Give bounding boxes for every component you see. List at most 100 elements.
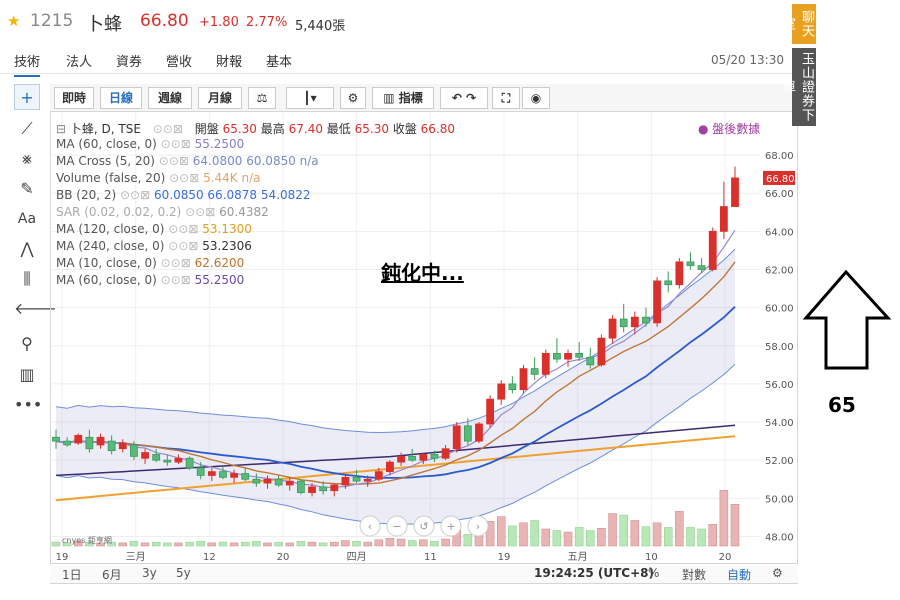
annotation-text: 鈍化中... (381, 261, 464, 285)
candle-body (642, 316, 650, 324)
legend-row-value: 60.4382 (219, 205, 269, 219)
y-tick-label: 54.00 (765, 418, 794, 429)
legend-row-value: 55.2500 (194, 137, 245, 151)
volume-bar (419, 539, 428, 547)
legend-row-controls-icon[interactable]: ⊙⊙⊠ (168, 222, 203, 236)
candle-body (285, 480, 294, 486)
range-5y[interactable]: 5y (176, 566, 191, 580)
candle-body (152, 454, 161, 461)
brush-icon[interactable]: ✎ (20, 179, 34, 198)
legend-symbol: 卜蜂, D, TSE (69, 122, 141, 136)
tab-financials[interactable]: 財報 (216, 55, 243, 70)
volume-bar (719, 490, 729, 547)
compare-icon[interactable]: ⚖ (248, 87, 276, 109)
legend-row: MA Cross (5, 20) ⊙⊙⊠ 64.0800 60.0850 n/a (56, 154, 319, 168)
candle-body (697, 265, 706, 270)
fib-tool-icon[interactable]: ⨳ (22, 149, 32, 168)
ruler-icon[interactable]: ▥ (19, 365, 35, 384)
volume-bar (697, 528, 706, 547)
volume-bar (630, 520, 640, 547)
volume-bar (129, 541, 139, 547)
candle-body (52, 436, 60, 442)
auto-toggle[interactable]: 自動 (727, 568, 752, 582)
ma20-line (55, 306, 736, 479)
quote-datetime: 05/20 13:30 (711, 53, 784, 67)
candle-body (130, 444, 138, 457)
legend-row-controls-icon[interactable]: ⊙⊙⊠ (160, 256, 195, 270)
volume-bar (285, 542, 295, 547)
camera-icon[interactable]: ◉ (522, 87, 550, 109)
candle-body (553, 352, 561, 360)
pattern-tool-icon[interactable]: ⋀ (20, 239, 34, 258)
legend-row-label: MA (120, close, 0) (56, 222, 169, 236)
zoom-control-glyph: + (446, 520, 455, 533)
legend-controls-icon[interactable]: ⊙⊙⊠ (152, 122, 183, 136)
tab-margin[interactable]: 資券 (116, 55, 143, 70)
text-tool-icon[interactable]: Aa (17, 211, 37, 227)
candle-body (330, 484, 339, 492)
legend-row-value: 64.0800 60.0850 n/a (192, 154, 319, 168)
zoom-control-glyph: ↺ (419, 520, 428, 533)
legend-main: ⊟ 卜蜂, D, TSE ⊙⊙⊠ 開盤 65.30 最高 67.40 最低 65… (56, 120, 455, 137)
zoom-control-icon (467, 515, 489, 537)
percent-toggle[interactable]: % (648, 566, 660, 580)
legend-row-label: MA (60, close, 0) (56, 137, 161, 151)
legend-row: SAR (0.02, 0.02, 0.2) ⊙⊙⊠ 60.4382 (56, 205, 269, 219)
settings-gear-icon[interactable]: ⚙ (340, 87, 366, 109)
zoom-control-glyph: › (476, 520, 480, 533)
volume-bar (341, 540, 350, 547)
indicator-button[interactable]: ▥ 指標 (372, 87, 434, 109)
zoom-control-glyph: ‹ (368, 520, 372, 533)
broker-order-button[interactable]: 玉山證券下單 (780, 48, 816, 126)
legend-row-controls-icon[interactable]: ⊙⊙⊠ (120, 188, 154, 202)
last-price-label: 66.80 (766, 174, 795, 185)
after-hours-link[interactable]: ● 盤後數據 (698, 122, 761, 136)
legend-close-label: 收盤 (392, 122, 417, 136)
candle-body (196, 467, 205, 476)
legend-row: MA (120, close, 0) ⊙⊙⊠ 53.1300 (56, 222, 252, 236)
bottom-settings-icon[interactable]: ⚙ (772, 566, 783, 580)
tab-revenue[interactable]: 營收 (166, 55, 193, 70)
candle-body (486, 398, 495, 425)
candle-body (63, 440, 72, 446)
legend-row-controls-icon[interactable]: ⊙⊙⊠ (160, 137, 195, 151)
daily-button[interactable]: 日線 (100, 87, 142, 109)
tab-institutional[interactable]: 法人 (66, 55, 93, 70)
log-toggle[interactable]: 對數 (682, 568, 707, 582)
favorite-star-icon[interactable]: ★ (7, 12, 21, 30)
legend-row-controls-icon[interactable]: ⊙⊙⊠ (185, 205, 220, 219)
tab-basics[interactable]: 基本 (266, 55, 293, 70)
chart-bottom-bar: 1日 6月 3y 5y 19:24:25 (UTC+8) % 對數 自動 ⚙ (50, 563, 798, 583)
y-tick-label: 52.00 (765, 456, 794, 467)
more-tools-icon[interactable]: ••• (14, 395, 43, 414)
legend-row-controls-icon[interactable]: ⊙⊙⊠ (158, 154, 193, 168)
range-6m[interactable]: 6月 (102, 568, 122, 582)
monthly-button[interactable]: 月線 (198, 87, 242, 109)
candle-type-icon[interactable]: ┃▾ (286, 87, 334, 109)
legend-row-controls-icon[interactable]: ⊙⊙⊠ (160, 273, 195, 287)
chatroom-button[interactable]: 聊天室 (780, 4, 816, 44)
range-1d[interactable]: 1日 (62, 568, 82, 582)
volume-bar (240, 541, 250, 547)
volume-bar (374, 539, 384, 547)
zoom-icon[interactable]: ⚲ (21, 334, 33, 353)
volume-bar (385, 538, 395, 547)
undo-redo-icon[interactable]: ↶ ↷ (440, 87, 488, 109)
volume-bar (229, 542, 239, 547)
weekly-button[interactable]: 週線 (148, 87, 192, 109)
ma240-line (55, 435, 736, 502)
fullscreen-icon[interactable]: ⛶ (492, 87, 520, 109)
legend-row-controls-icon[interactable]: ⊙⊙⊠ (168, 239, 203, 253)
candle-body (319, 486, 328, 492)
annotation-number: 65 (828, 393, 856, 417)
volume-bar (318, 542, 328, 547)
realtime-button[interactable]: 即時 (54, 87, 94, 109)
range-3y[interactable]: 3y (142, 566, 157, 580)
collapse-icon[interactable]: ⊟ (56, 122, 70, 136)
measure-tool-icon[interactable]: ⫼ (23, 269, 31, 288)
trendline-icon[interactable]: ⟋ (21, 119, 33, 138)
tab-technical[interactable]: 技術 (14, 51, 41, 77)
crosshair-icon[interactable]: + (14, 84, 40, 110)
legend-row-controls-icon[interactable]: ⊙⊙⊠ (169, 171, 204, 185)
